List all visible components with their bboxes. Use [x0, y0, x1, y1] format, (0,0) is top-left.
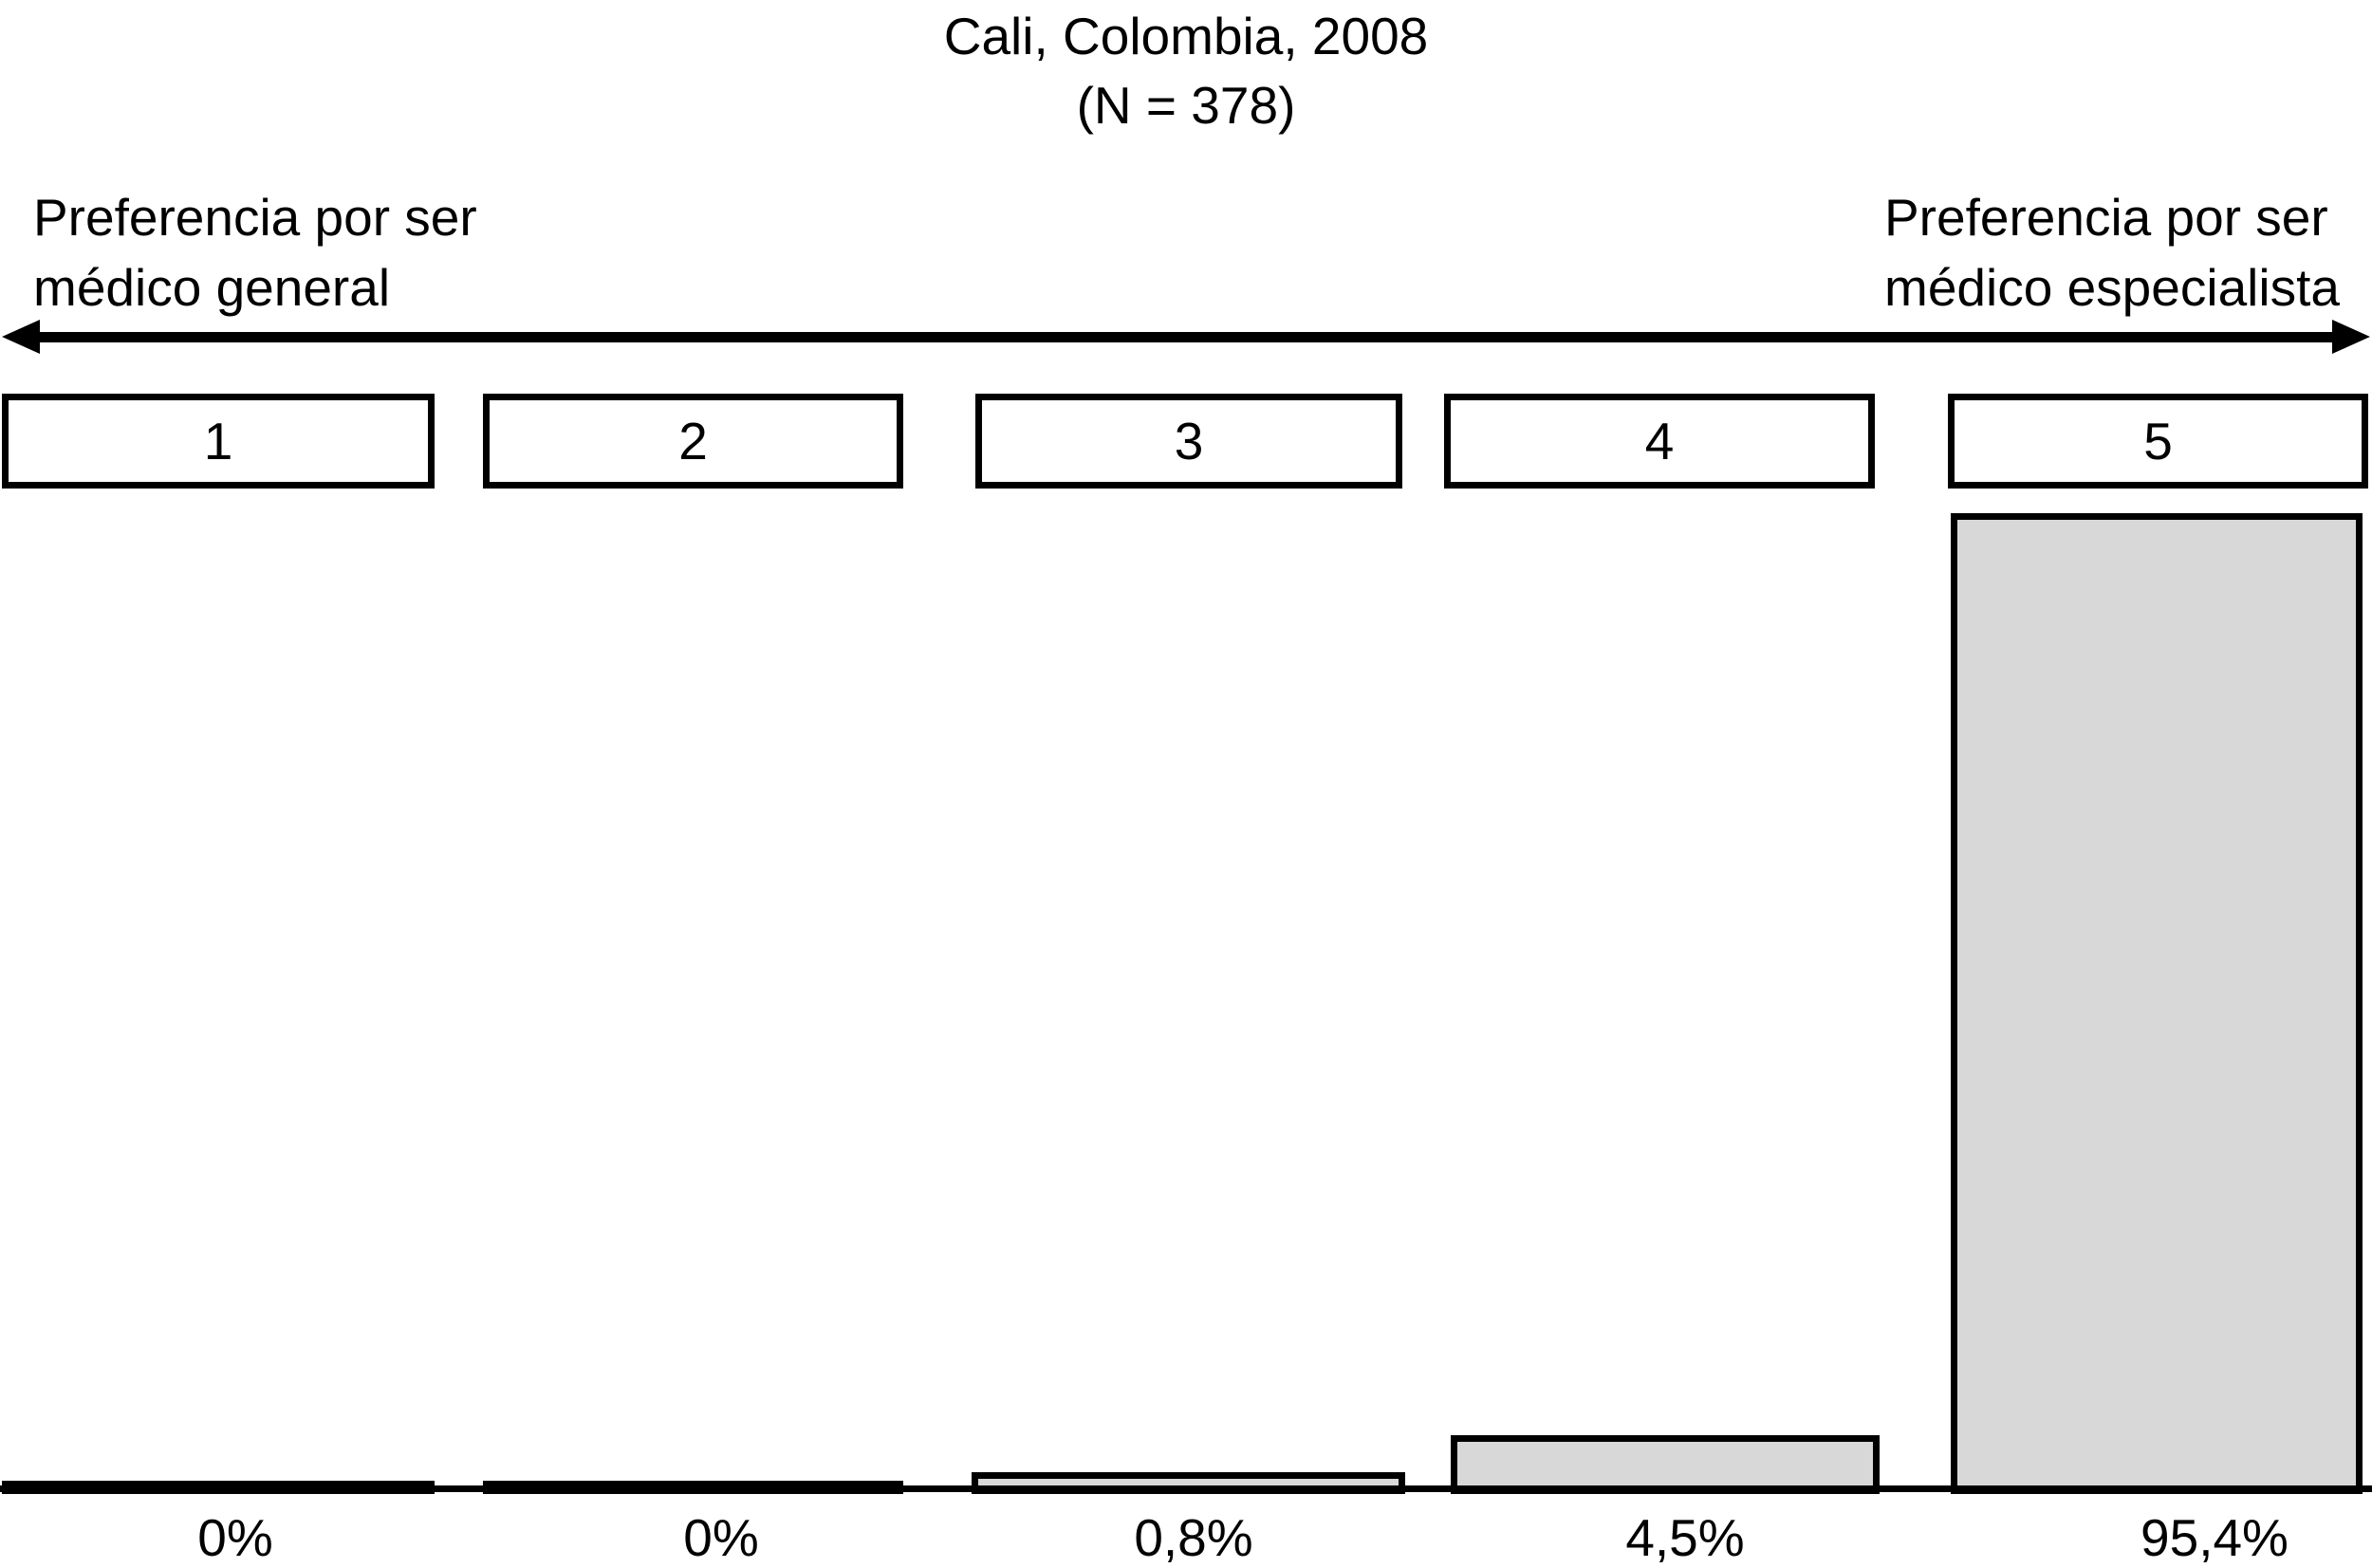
- right-anchor-line-1: Preferencia por ser: [1884, 188, 2328, 247]
- bar-category-5: [1951, 513, 2363, 1494]
- scale-box-4-label: 4: [1644, 412, 1675, 470]
- left-anchor-label: Preferencia por ser médico general: [33, 182, 477, 323]
- chart-title: Cali, Colombia, 2008: [943, 7, 1429, 65]
- scale-box-4: 4: [1444, 394, 1875, 489]
- scale-box-5: 5: [1948, 394, 2368, 489]
- right-anchor-label: Preferencia por ser médico especialista: [1884, 182, 2340, 323]
- preference-axis-arrow: [28, 332, 2344, 342]
- scale-box-2-label: 2: [678, 412, 708, 470]
- arrow-right-icon: [2332, 320, 2370, 354]
- scale-box-5-label: 5: [2143, 412, 2173, 470]
- value-label-2: 0%: [683, 1508, 759, 1567]
- chart-subtitle: (N = 378): [1076, 76, 1296, 135]
- value-label-3: 0,8%: [1134, 1508, 1253, 1567]
- scale-box-3: 3: [975, 394, 1402, 489]
- scale-box-1-label: 1: [203, 412, 233, 470]
- scale-box-1: 1: [2, 394, 435, 489]
- scale-box-2: 2: [483, 394, 903, 489]
- left-anchor-line-1: Preferencia por ser: [33, 188, 477, 247]
- baseline-axis: [0, 1485, 2372, 1492]
- chart-title-block: Cali, Colombia, 2008 (N = 378): [0, 2, 2372, 140]
- left-anchor-line-2: médico general: [33, 258, 391, 317]
- arrow-left-icon: [2, 320, 40, 354]
- value-label-5: 95,4%: [2140, 1508, 2289, 1567]
- scale-box-3-label: 3: [1174, 412, 1204, 470]
- value-label-4: 4,5%: [1625, 1508, 1745, 1567]
- value-label-1: 0%: [197, 1508, 273, 1567]
- right-anchor-line-2: médico especialista: [1884, 258, 2340, 317]
